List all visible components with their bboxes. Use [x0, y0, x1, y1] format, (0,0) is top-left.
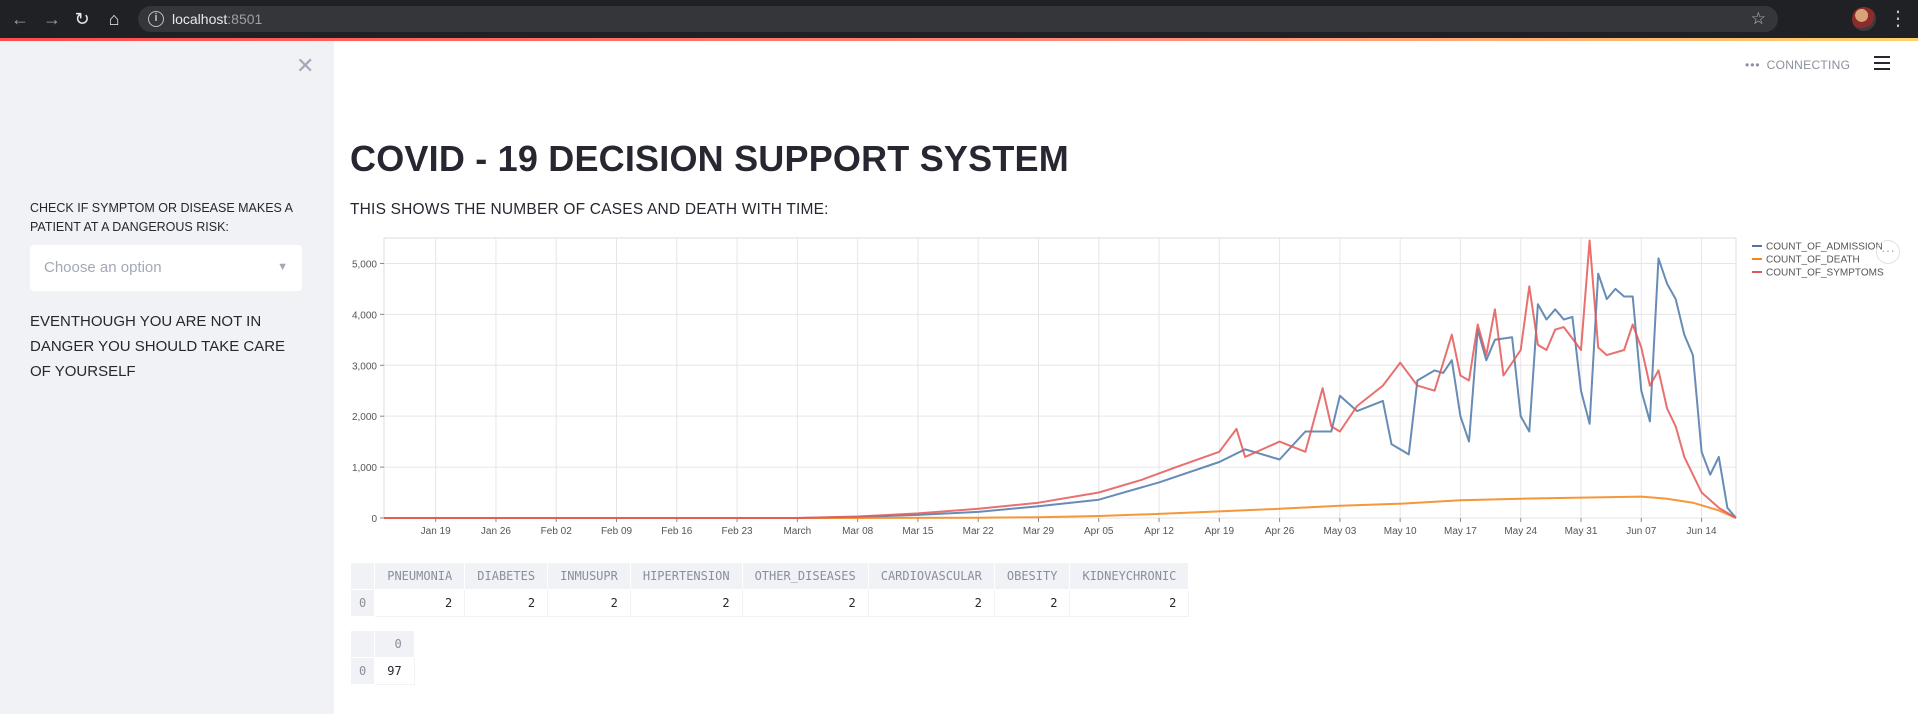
table-cell: 2 — [629, 589, 743, 617]
table-cell: 97 — [374, 657, 415, 685]
table-index-header — [349, 630, 376, 658]
x-tick-label: Mar 15 — [902, 526, 934, 537]
url-host: localhost — [172, 11, 228, 27]
table-column-header: KIDNEYCHRONIC — [1069, 562, 1190, 590]
url-text[interactable]: localhost:8501 — [172, 11, 262, 27]
risk-select[interactable]: Choose an option ▼ — [30, 245, 302, 291]
sidebar-note: EVENTHOUGH YOU ARE NOT IN DANGER YOU SHO… — [30, 313, 286, 380]
star-icon[interactable]: ☆ — [1750, 9, 1766, 28]
table-cell: 2 — [867, 589, 995, 617]
series-line-count-of-death — [384, 495, 1737, 519]
avatar[interactable] — [1852, 7, 1876, 31]
table-column-header: HIPERTENSION — [629, 562, 743, 590]
table-row-index: 0 — [349, 657, 376, 685]
page-subtitle: THIS SHOWS THE NUMBER OF CASES AND DEATH… — [350, 201, 829, 218]
y-tick-label: 1,000 — [352, 463, 377, 474]
home-icon[interactable]: ⌂ — [108, 9, 120, 29]
table-cell: 2 — [374, 589, 466, 617]
hamburger-menu-icon[interactable] — [1874, 56, 1890, 70]
y-tick-label: 3,000 — [352, 361, 377, 372]
legend-label: COUNT_OF_ADMISSION — [1766, 242, 1883, 253]
close-icon[interactable]: ✕ — [296, 53, 315, 78]
app-accent-bar — [0, 38, 1918, 41]
table-column-header: OTHER_DISEASES — [741, 562, 869, 590]
table-column-header: OBESITY — [993, 562, 1071, 590]
browser-toolbar: ← → ↻ ⌂ i localhost:8501 ☆ ⋮ — [0, 0, 1918, 38]
x-tick-label: May 31 — [1565, 526, 1598, 537]
table-column-header: 0 — [374, 630, 415, 658]
table-cell: 2 — [993, 589, 1071, 617]
x-tick-label: March — [783, 526, 811, 537]
select-placeholder: Choose an option — [44, 259, 162, 276]
comorbidity-table: PNEUMONIA DIABETES INMUSUPR HIPERTENSION OTH… — [349, 562, 1190, 617]
table-column-header: CARDIOVASCULAR — [867, 562, 995, 590]
cases-deaths-line-chart[interactable]: 0 1,000 2,000 3,000 4,000 5,000 Jan 19 Jan 26 Fe… — [350, 230, 1900, 540]
x-tick-label: May 10 — [1384, 526, 1417, 537]
chevron-down-icon[interactable]: ▼ — [277, 261, 288, 273]
x-tick-label: Mar 29 — [1023, 526, 1055, 537]
kebab-menu-icon[interactable]: ⋮ — [1888, 8, 1908, 30]
x-tick-label: Mar 22 — [963, 526, 995, 537]
connection-status: ••• CONNECTING — [1745, 58, 1850, 72]
table-cell: 2 — [464, 589, 549, 617]
x-tick-label: Apr 12 — [1144, 526, 1174, 537]
chart-menu-icon[interactable]: ··· — [1876, 240, 1900, 264]
plot-area — [383, 237, 1737, 519]
x-tick-label: Feb 02 — [541, 526, 573, 537]
table-row: 0 97 — [349, 657, 415, 685]
series-line-count-of-symptoms — [384, 239, 1737, 519]
risk-score-table: 0 0 97 — [349, 630, 415, 685]
info-icon[interactable]: i — [148, 11, 164, 27]
x-tick-label: Apr 19 — [1205, 526, 1235, 537]
legend-label: COUNT_OF_SYMPTOMS — [1766, 268, 1884, 279]
x-tick-label: May 17 — [1444, 526, 1477, 537]
table-index-header — [349, 562, 376, 590]
x-tick-label: May 24 — [1504, 526, 1537, 537]
y-tick-label: 5,000 — [352, 259, 377, 270]
x-tick-label: Feb 23 — [721, 526, 753, 537]
table-row-index: 0 — [349, 589, 376, 617]
select-label: CHECK IF SYMPTOM OR DISEASE MAKES A PATI… — [30, 201, 293, 234]
y-tick-label: 2,000 — [352, 412, 377, 423]
sidebar: ✕ CHECK IF SYMPTOM OR DISEASE MAKES A PA… — [0, 41, 334, 714]
url-port: :8501 — [227, 11, 263, 27]
table-column-header: INMUSUPR — [547, 562, 631, 590]
x-tick-label: Feb 09 — [601, 526, 633, 537]
y-tick-label: 4,000 — [352, 310, 377, 321]
x-tick-label: Apr 05 — [1084, 526, 1114, 537]
x-tick-label: Jan 19 — [421, 526, 451, 537]
table-header-row: 0 — [349, 630, 415, 658]
status-dots-icon: ••• — [1745, 58, 1761, 72]
legend-label: COUNT_OF_DEATH — [1766, 255, 1860, 266]
x-tick-label: Jun 14 — [1687, 526, 1717, 537]
x-tick-label: Feb 16 — [661, 526, 693, 537]
table-cell: 2 — [1069, 589, 1190, 617]
x-tick-label: May 03 — [1323, 526, 1356, 537]
forward-arrow-icon[interactable]: → — [43, 9, 61, 29]
table-column-header: DIABETES — [464, 562, 549, 590]
table-cell: 2 — [741, 589, 869, 617]
y-tick-label: 0 — [371, 514, 377, 525]
back-arrow-icon[interactable]: ← — [11, 9, 29, 29]
table-column-header: PNEUMONIA — [374, 562, 466, 590]
reload-icon[interactable]: ↻ — [74, 9, 90, 29]
x-tick-label: Apr 26 — [1265, 526, 1295, 537]
x-tick-label: Jun 07 — [1626, 526, 1656, 537]
table-cell: 2 — [547, 589, 631, 617]
page-title: COVID - 19 DECISION SUPPORT SYSTEM — [350, 138, 1069, 179]
x-tick-label: Jan 26 — [481, 526, 511, 537]
address-bar[interactable]: i localhost:8501 ☆ — [138, 6, 1778, 32]
status-text: CONNECTING — [1766, 58, 1851, 72]
x-tick-label: Mar 08 — [842, 526, 874, 537]
series-line-count-of-admission — [384, 257, 1737, 519]
table-header-row: PNEUMONIA DIABETES INMUSUPR HIPERTENSION OTH… — [349, 562, 1190, 590]
